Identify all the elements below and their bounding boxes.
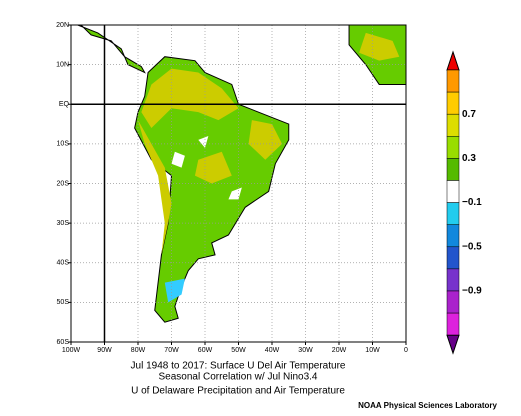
colorbar-segment bbox=[446, 180, 460, 203]
colorbar-label: −0.9 bbox=[462, 286, 482, 297]
lon-label: 20W bbox=[332, 347, 347, 354]
patch bbox=[248, 120, 283, 160]
colorbar-segment bbox=[446, 224, 460, 248]
colorbar-label: −0.1 bbox=[462, 197, 482, 208]
lat-label: 60S bbox=[57, 339, 70, 346]
lon-label: 30W bbox=[298, 347, 313, 354]
lon-label: 0 bbox=[404, 347, 408, 354]
lat-label: 50S bbox=[57, 299, 70, 306]
colorbar-segment bbox=[446, 69, 460, 93]
lat-label: 20S bbox=[57, 180, 70, 187]
patch bbox=[171, 151, 185, 168]
patch bbox=[141, 68, 239, 129]
lon-label: 80W bbox=[131, 347, 146, 354]
lat-label: 20N bbox=[56, 22, 69, 29]
lon-label: 60W bbox=[198, 347, 213, 354]
colorbar-segment bbox=[446, 91, 460, 115]
lon-label: 70W bbox=[164, 347, 179, 354]
colorbar-label: 0.7 bbox=[462, 109, 476, 120]
colorbar-cap bbox=[446, 50, 460, 71]
lat-label: 40S bbox=[57, 260, 70, 267]
patch bbox=[359, 32, 400, 61]
central-america bbox=[77, 24, 146, 74]
colorbar-segment bbox=[446, 290, 460, 314]
colorbar-label: 0.3 bbox=[462, 153, 476, 164]
credit: NOAA Physical Sciences Laboratory bbox=[358, 401, 497, 410]
colorbar-segment bbox=[446, 312, 460, 336]
lat-label: 10S bbox=[57, 141, 70, 148]
lat-label: EQ bbox=[59, 101, 70, 108]
patch bbox=[198, 135, 209, 148]
colorbar-segment bbox=[446, 136, 460, 159]
lon-label: 50W bbox=[231, 347, 246, 354]
colorbar-cap bbox=[446, 334, 460, 355]
lat-label: 30S bbox=[57, 220, 70, 227]
lon-label: 10W bbox=[365, 347, 380, 354]
patch bbox=[194, 151, 232, 184]
colorbar-segment bbox=[446, 202, 460, 225]
colorbar-label: −0.5 bbox=[462, 241, 482, 252]
colorbar-segment bbox=[446, 246, 460, 270]
lon-label: 40W bbox=[265, 347, 280, 354]
colorbar-segment bbox=[446, 158, 460, 181]
colorbar-segment bbox=[446, 268, 460, 292]
subtitle: U of Delaware Precipitation and Air Temp… bbox=[131, 386, 345, 397]
title-line: Seasonal Correlation w/ Jul Nino3.4 bbox=[159, 372, 318, 383]
lon-label: 90W bbox=[97, 347, 112, 354]
title-line: Jul 1948 to 2017: Surface U Del Air Temp… bbox=[131, 361, 346, 372]
patch bbox=[164, 278, 185, 303]
lon-label: 100W bbox=[62, 347, 81, 354]
lat-label: 10N bbox=[56, 61, 69, 68]
colorbar-segment bbox=[446, 113, 460, 137]
patch bbox=[138, 120, 172, 255]
